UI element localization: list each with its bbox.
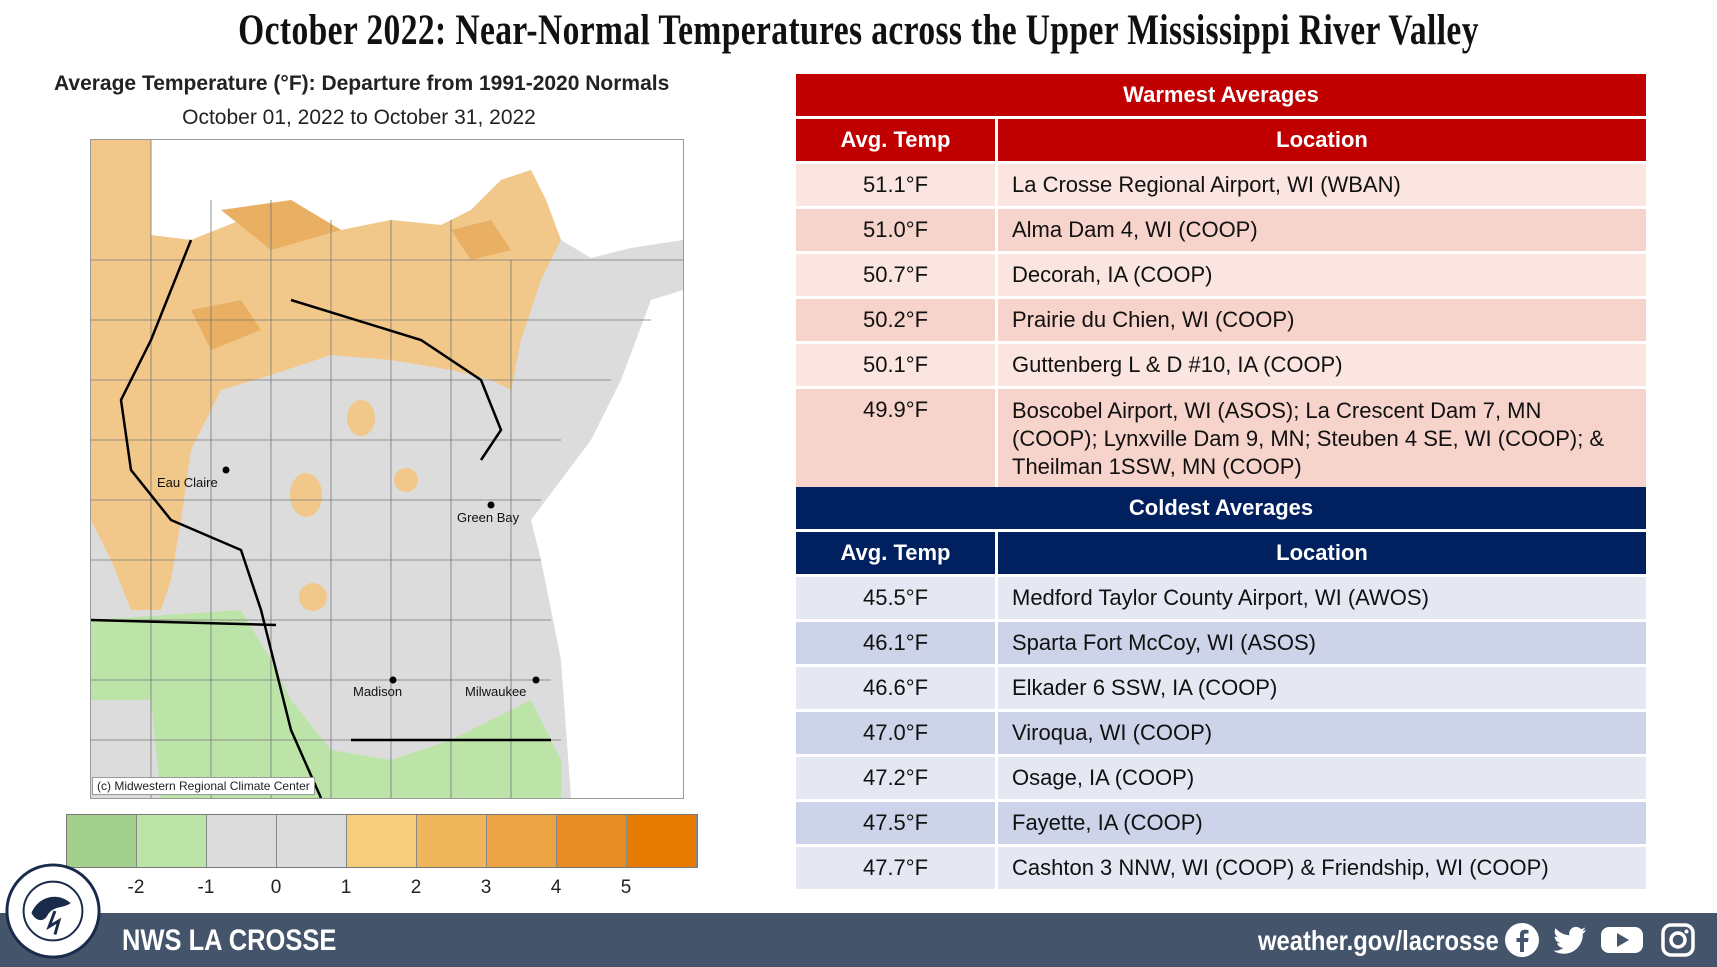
footer-website-link[interactable]: weather.gov/lacrosse: [1258, 925, 1499, 956]
coldest-row: 45.5°F Medford Taylor County Airport, WI …: [796, 577, 1646, 619]
legend-swatch: [487, 815, 557, 867]
legend-swatch: [627, 815, 697, 867]
legend-tick-label: 2: [410, 877, 422, 898]
coldest-temp-cell: 47.0°F: [796, 712, 998, 754]
warmest-row: 49.9°F Boscobel Airport, WI (ASOS); La Cr…: [796, 389, 1646, 489]
coldest-temp-cell: 47.2°F: [796, 757, 998, 799]
map-copyright: (c) Midwestern Regional Climate Center: [92, 777, 315, 795]
warmest-table: Warmest Averages Avg. Temp Location 51.1…: [796, 71, 1646, 492]
legend-tick-label: 5: [620, 877, 632, 898]
city-label-milwaukee: Milwaukee: [465, 684, 527, 699]
warmest-location-cell: Boscobel Airport, WI (ASOS); La Crescent…: [1012, 398, 1605, 479]
coldest-temp-cell: 46.1°F: [796, 622, 998, 664]
legend-tick-label: 0: [270, 877, 282, 898]
warmest-temp-cell: 51.0°F: [796, 209, 998, 251]
warmest-row: 51.0°F Alma Dam 4, WI (COOP): [796, 209, 1646, 251]
page-title: October 2022: Near-Normal Temperatures a…: [238, 7, 1479, 54]
legend-tick-label: 4: [550, 877, 562, 898]
warmest-temp-cell: 50.1°F: [796, 344, 998, 386]
legend-tick-label: 3: [480, 877, 492, 898]
coldest-row: 47.5°F Fayette, IA (COOP): [796, 802, 1646, 844]
warmest-temp-cell: 50.2°F: [796, 299, 998, 341]
coldest-location-cell: Elkader 6 SSW, IA (COOP): [1012, 675, 1278, 700]
warmest-col-temp: Avg. Temp: [796, 119, 998, 161]
warmest-location-cell: Guttenberg L & D #10, IA (COOP): [1012, 352, 1343, 377]
warmest-row: 50.2°F Prairie du Chien, WI (COOP): [796, 299, 1646, 341]
coldest-location-cell: Viroqua, WI (COOP): [1012, 720, 1213, 745]
coldest-col-temp: Avg. Temp: [796, 532, 998, 574]
legend-swatch: [137, 815, 207, 867]
twitter-icon[interactable]: [1552, 922, 1588, 958]
coldest-heading: Coldest Averages: [796, 487, 1646, 529]
coldest-location-cell: Sparta Fort McCoy, WI (ASOS): [1012, 630, 1316, 655]
coldest-temp-cell: 46.6°F: [796, 667, 998, 709]
warmest-temp-cell: 51.1°F: [796, 164, 998, 206]
city-label-green-bay: Green Bay: [457, 510, 520, 525]
warmest-location-cell: La Crosse Regional Airport, WI (WBAN): [1012, 172, 1401, 197]
youtube-icon[interactable]: [1600, 922, 1644, 958]
coldest-row: 46.1°F Sparta Fort McCoy, WI (ASOS): [796, 622, 1646, 664]
instagram-icon[interactable]: [1660, 922, 1696, 958]
warmest-temp-cell: 49.9°F: [796, 389, 998, 489]
map-graphic: [91, 140, 683, 798]
coldest-temp-cell: 47.5°F: [796, 802, 998, 844]
warmest-row: 50.1°F Guttenberg L & D #10, IA (COOP): [796, 344, 1646, 386]
legend-swatch: [417, 815, 487, 867]
legend-swatch: [347, 815, 417, 867]
map-legend-colorbar: [66, 814, 698, 868]
warmest-row: 51.1°F La Crosse Regional Airport, WI (WB…: [796, 164, 1646, 206]
coldest-temp-cell: 45.5°F: [796, 577, 998, 619]
legend-swatch: [557, 815, 627, 867]
map-title: Average Temperature (°F): Departure from…: [54, 72, 670, 95]
coldest-location-cell: Fayette, IA (COOP): [1012, 810, 1203, 835]
coldest-temp-cell: 47.7°F: [796, 847, 998, 889]
map-subtitle: October 01, 2022 to October 31, 2022: [182, 106, 536, 129]
legend-tick-label: -2: [127, 877, 145, 898]
temperature-departure-map: Eau Claire Green Bay Madison Milwaukee: [90, 139, 684, 799]
legend-swatch: [207, 815, 277, 867]
warmest-location-cell: Decorah, IA (COOP): [1012, 262, 1213, 287]
city-label-eau-claire: Eau Claire: [157, 475, 218, 490]
coldest-location-cell: Medford Taylor County Airport, WI (AWOS): [1012, 585, 1429, 610]
coldest-row: 47.0°F Viroqua, WI (COOP): [796, 712, 1646, 754]
warmest-location-cell: Prairie du Chien, WI (COOP): [1012, 307, 1295, 332]
coldest-row: 46.6°F Elkader 6 SSW, IA (COOP): [796, 667, 1646, 709]
facebook-icon[interactable]: [1504, 922, 1540, 958]
coldest-location-cell: Cashton 3 NNW, WI (COOP) & Friendship, W…: [1012, 855, 1549, 880]
warmest-temp-cell: 50.7°F: [796, 254, 998, 296]
warmest-location-cell: Alma Dam 4, WI (COOP): [1012, 217, 1258, 242]
legend-tick-label: -1: [197, 877, 215, 898]
footer-bar: [0, 913, 1717, 967]
coldest-col-location: Location: [998, 532, 1646, 574]
city-label-madison: Madison: [353, 684, 403, 699]
warmest-col-location: Location: [998, 119, 1646, 161]
coldest-row: 47.2°F Osage, IA (COOP): [796, 757, 1646, 799]
warmest-row: 50.7°F Decorah, IA (COOP): [796, 254, 1646, 296]
footer-office-name: NWS LA CROSSE: [122, 924, 337, 957]
coldest-location-cell: Osage, IA (COOP): [1012, 765, 1195, 790]
legend-swatch: [277, 815, 347, 867]
coldest-table: Coldest Averages Avg. Temp Location 45.5…: [796, 484, 1646, 892]
legend-swatch: [67, 815, 137, 867]
coldest-row: 47.7°F Cashton 3 NNW, WI (COOP) & Friends…: [796, 847, 1646, 889]
warmest-heading: Warmest Averages: [796, 74, 1646, 116]
nws-logo: [5, 863, 101, 959]
legend-tick-label: 1: [340, 877, 352, 898]
